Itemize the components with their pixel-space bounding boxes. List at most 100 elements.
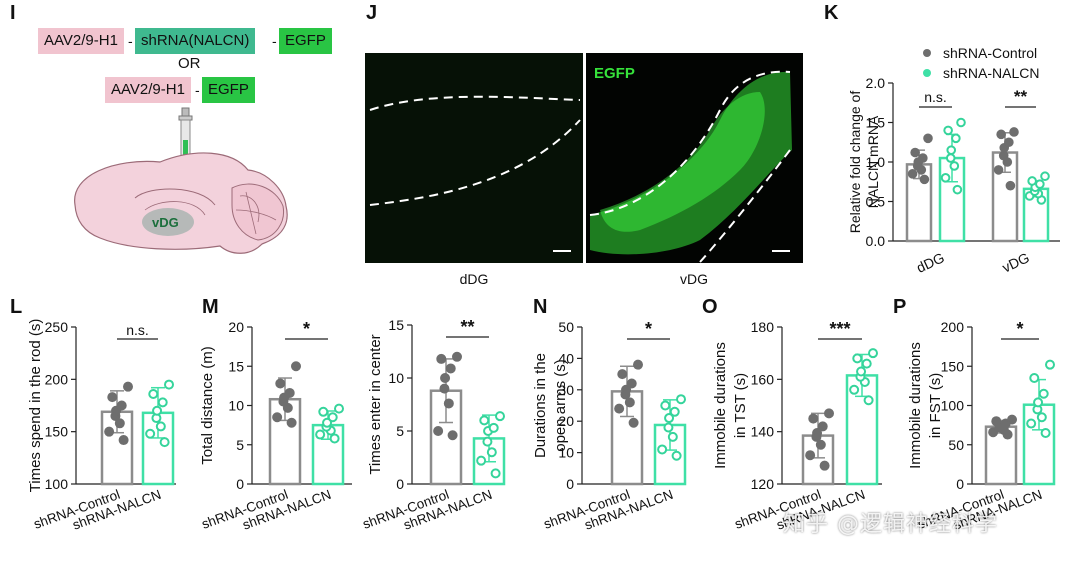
data-point bbox=[286, 417, 297, 428]
data-point bbox=[104, 426, 115, 437]
y-tick-label: 0 bbox=[236, 476, 244, 492]
data-point bbox=[275, 378, 286, 389]
construct-1-egfp: EGFP bbox=[279, 28, 332, 54]
significance-label: *** bbox=[829, 319, 850, 339]
y-axis-label: Times spend in the rod (s) bbox=[27, 319, 44, 493]
brain-diagram bbox=[74, 152, 288, 254]
data-point bbox=[1026, 418, 1037, 429]
data-point bbox=[482, 436, 493, 447]
legend-control-swatch bbox=[923, 49, 931, 57]
chart-o: 120 140 160 180 Immobile durations in TST (s)… bbox=[712, 319, 882, 533]
data-point bbox=[805, 450, 816, 461]
chart-k-ylabel-line1: Relative fold change of bbox=[847, 91, 863, 234]
data-point bbox=[918, 153, 928, 163]
data-point bbox=[614, 403, 625, 414]
data-point bbox=[923, 133, 933, 144]
watermark: 知乎 @逻辑神经科学 bbox=[783, 512, 998, 537]
y-tick-label: 160 bbox=[751, 371, 775, 387]
data-point bbox=[123, 381, 133, 392]
chart-k-category-vdg: vDG bbox=[1000, 249, 1032, 275]
data-point bbox=[991, 416, 1002, 427]
data-point bbox=[107, 392, 118, 403]
data-point bbox=[486, 447, 497, 458]
y-tick-label: 200 bbox=[941, 319, 965, 335]
data-point bbox=[114, 418, 125, 429]
data-point bbox=[445, 363, 456, 374]
data-point bbox=[849, 384, 860, 395]
data-point bbox=[159, 437, 170, 448]
y-axis-label: Times enter in center bbox=[367, 334, 384, 474]
egfp-overlay-label: EGFP bbox=[594, 65, 635, 82]
data-point bbox=[952, 184, 963, 195]
construct-2-link: - bbox=[195, 82, 200, 98]
data-point bbox=[327, 412, 338, 423]
data-point bbox=[439, 383, 450, 394]
y-axis-label: Immobile durations bbox=[907, 342, 924, 469]
data-point bbox=[1038, 388, 1049, 399]
chart-k-axes: 0.0 0.5 1.0 1.5 2.0 bbox=[866, 75, 1060, 249]
data-point bbox=[951, 133, 961, 144]
panel-label-i: I bbox=[10, 2, 16, 24]
chart-k-ylabel-line2: NALCN mRNA bbox=[865, 115, 881, 208]
construct-2-egfp: EGFP bbox=[202, 77, 255, 103]
chart-k-marks bbox=[905, 106, 1050, 243]
chart-k-significance-ddg: n.s. bbox=[924, 89, 947, 105]
data-point bbox=[861, 358, 872, 369]
data-point bbox=[633, 359, 643, 370]
data-point bbox=[817, 421, 828, 432]
data-point bbox=[910, 147, 920, 158]
micrograph-dDG bbox=[365, 53, 583, 263]
data-point bbox=[676, 394, 686, 405]
y-tick-label: 15 bbox=[388, 317, 404, 333]
data-point bbox=[856, 366, 867, 377]
data-point bbox=[315, 429, 326, 440]
construct-1-link-2: - bbox=[272, 33, 277, 49]
significance-label: * bbox=[645, 319, 652, 339]
data-point bbox=[433, 426, 444, 436]
y-tick-label: 120 bbox=[751, 476, 775, 492]
data-point bbox=[157, 397, 168, 408]
y-tick-label: 5 bbox=[396, 423, 404, 439]
y-tick-label: 180 bbox=[751, 319, 775, 335]
panel-label-o: O bbox=[702, 296, 718, 318]
chart-k: 0.00.51.01.52.0 Relative fold change of … bbox=[847, 45, 1060, 276]
data-point bbox=[1027, 176, 1037, 186]
data-point bbox=[495, 411, 505, 422]
data-point bbox=[945, 153, 956, 163]
data-point bbox=[440, 373, 451, 383]
vdg-region-label: vDG bbox=[152, 215, 179, 230]
y-tick-label: 40 bbox=[558, 350, 574, 366]
data-point bbox=[812, 427, 823, 438]
data-point bbox=[318, 406, 329, 417]
significance-label: ** bbox=[460, 317, 474, 337]
y-tick-label: 30 bbox=[558, 382, 574, 398]
y-tick-label: 5 bbox=[236, 437, 244, 453]
data-point bbox=[152, 405, 163, 416]
y-tick-label: 0 bbox=[956, 476, 964, 492]
caption-vdg: vDG bbox=[680, 271, 708, 287]
chart-k-significance-vdg: ** bbox=[1014, 87, 1028, 106]
construct-1-link-1: - bbox=[128, 33, 133, 49]
panel-label-k: K bbox=[824, 2, 839, 24]
data-point bbox=[819, 460, 830, 471]
panel-label-n: N bbox=[533, 296, 548, 318]
data-point bbox=[956, 117, 966, 128]
data-point bbox=[329, 433, 340, 444]
significance-label: n.s. bbox=[126, 322, 149, 338]
legend-control-label: shRNA-Control bbox=[943, 45, 1037, 61]
data-point bbox=[164, 379, 174, 390]
data-point bbox=[852, 353, 863, 364]
data-point bbox=[863, 395, 874, 406]
data-point bbox=[667, 431, 678, 442]
y-tick-label: 100 bbox=[941, 398, 965, 414]
y-axis-label: Total distance (m) bbox=[199, 346, 216, 464]
data-point bbox=[443, 398, 454, 409]
y-tick-label: 10 bbox=[558, 445, 574, 461]
data-point bbox=[868, 348, 878, 359]
data-point bbox=[988, 427, 999, 438]
legend-nalcn-swatch bbox=[923, 69, 931, 77]
